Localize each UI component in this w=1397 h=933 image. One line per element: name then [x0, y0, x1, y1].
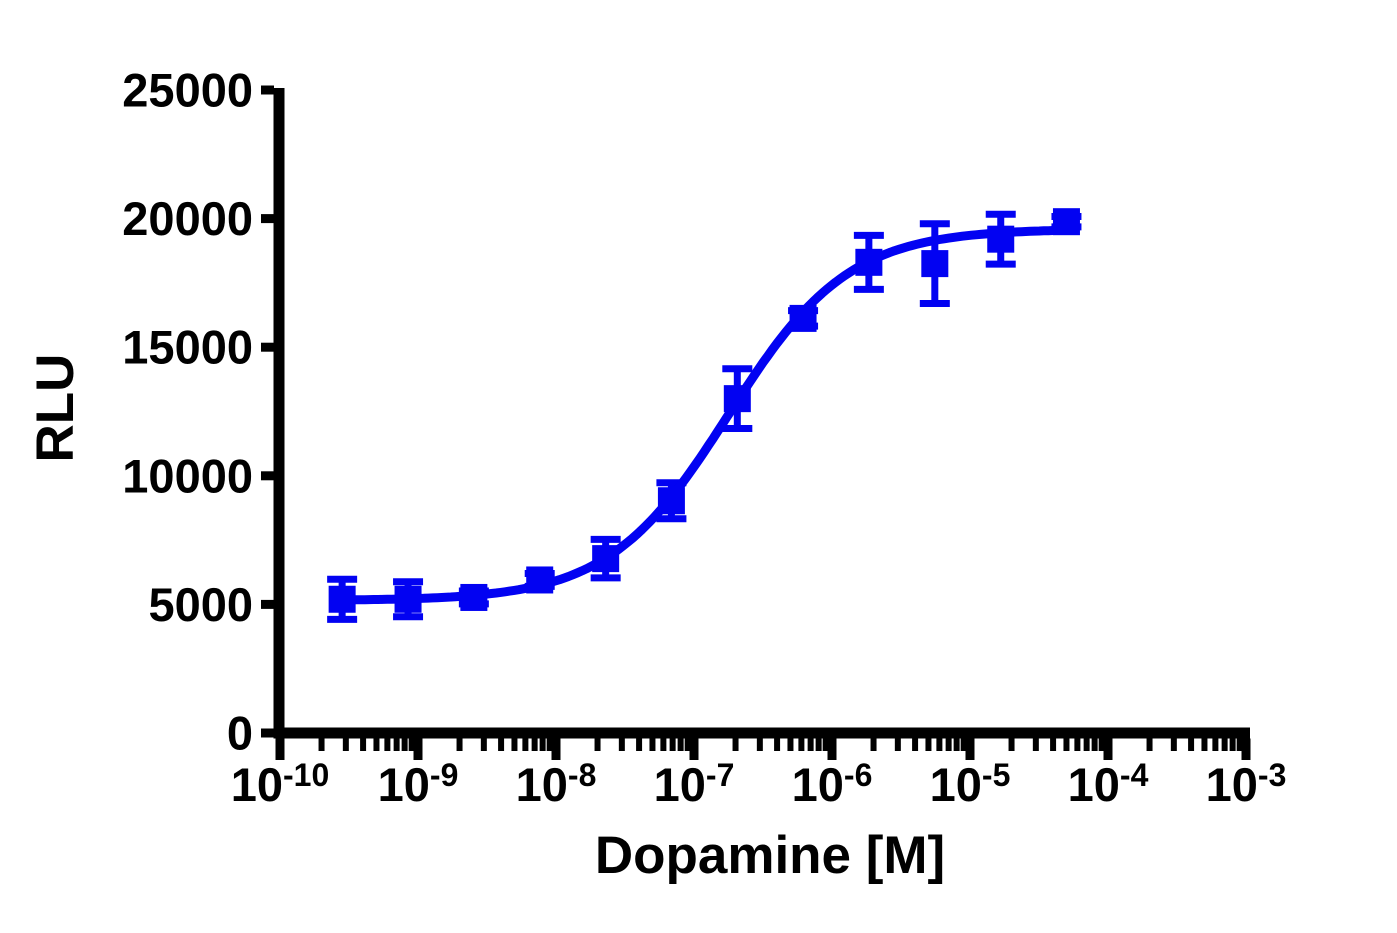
data-point-marker — [987, 225, 1015, 253]
data-point-marker — [592, 545, 620, 573]
data-point-marker — [855, 248, 883, 276]
data-point-marker — [921, 250, 949, 278]
y-tick-label: 5000 — [148, 578, 253, 631]
data-point-marker — [328, 585, 356, 613]
y-tick-label: 0 — [227, 707, 253, 760]
data-point-marker — [723, 385, 751, 413]
data-point-marker — [526, 566, 554, 594]
data-point-marker — [460, 583, 488, 611]
y-axis-title: RLU — [26, 354, 85, 463]
x-tick-label: 10-4 — [1068, 757, 1149, 811]
x-tick-label: 10-7 — [654, 757, 735, 811]
y-tick-label: 20000 — [122, 192, 253, 245]
x-tick-label: 10-3 — [1206, 757, 1287, 811]
y-tick-label: 15000 — [122, 321, 253, 374]
data-point-marker — [394, 585, 422, 613]
x-tick-label: 10-10 — [231, 757, 330, 811]
data-point-marker — [789, 304, 817, 332]
data-point-marker — [657, 487, 685, 515]
y-tick-label: 10000 — [122, 449, 253, 502]
x-axis-title: Dopamine [M] — [595, 826, 945, 885]
x-tick-label: 10-9 — [378, 757, 459, 811]
fit-curve — [342, 225, 1067, 605]
data-point-marker — [1052, 208, 1080, 236]
x-tick-label: 10-8 — [516, 757, 597, 811]
y-tick-label: 25000 — [122, 64, 253, 117]
x-tick-label: 10-6 — [792, 757, 873, 811]
x-tick-label: 10-5 — [930, 757, 1011, 811]
